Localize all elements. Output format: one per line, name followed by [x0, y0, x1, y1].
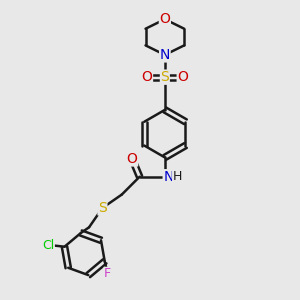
Text: O: O [177, 70, 188, 84]
Text: S: S [160, 70, 169, 84]
Text: O: O [127, 152, 138, 166]
Text: O: O [142, 70, 152, 84]
Text: N: N [160, 48, 170, 62]
Text: O: O [159, 12, 170, 26]
Text: N: N [163, 170, 174, 184]
Text: Cl: Cl [42, 239, 54, 252]
Text: S: S [98, 201, 107, 215]
Text: F: F [104, 267, 111, 280]
Text: H: H [173, 170, 182, 183]
